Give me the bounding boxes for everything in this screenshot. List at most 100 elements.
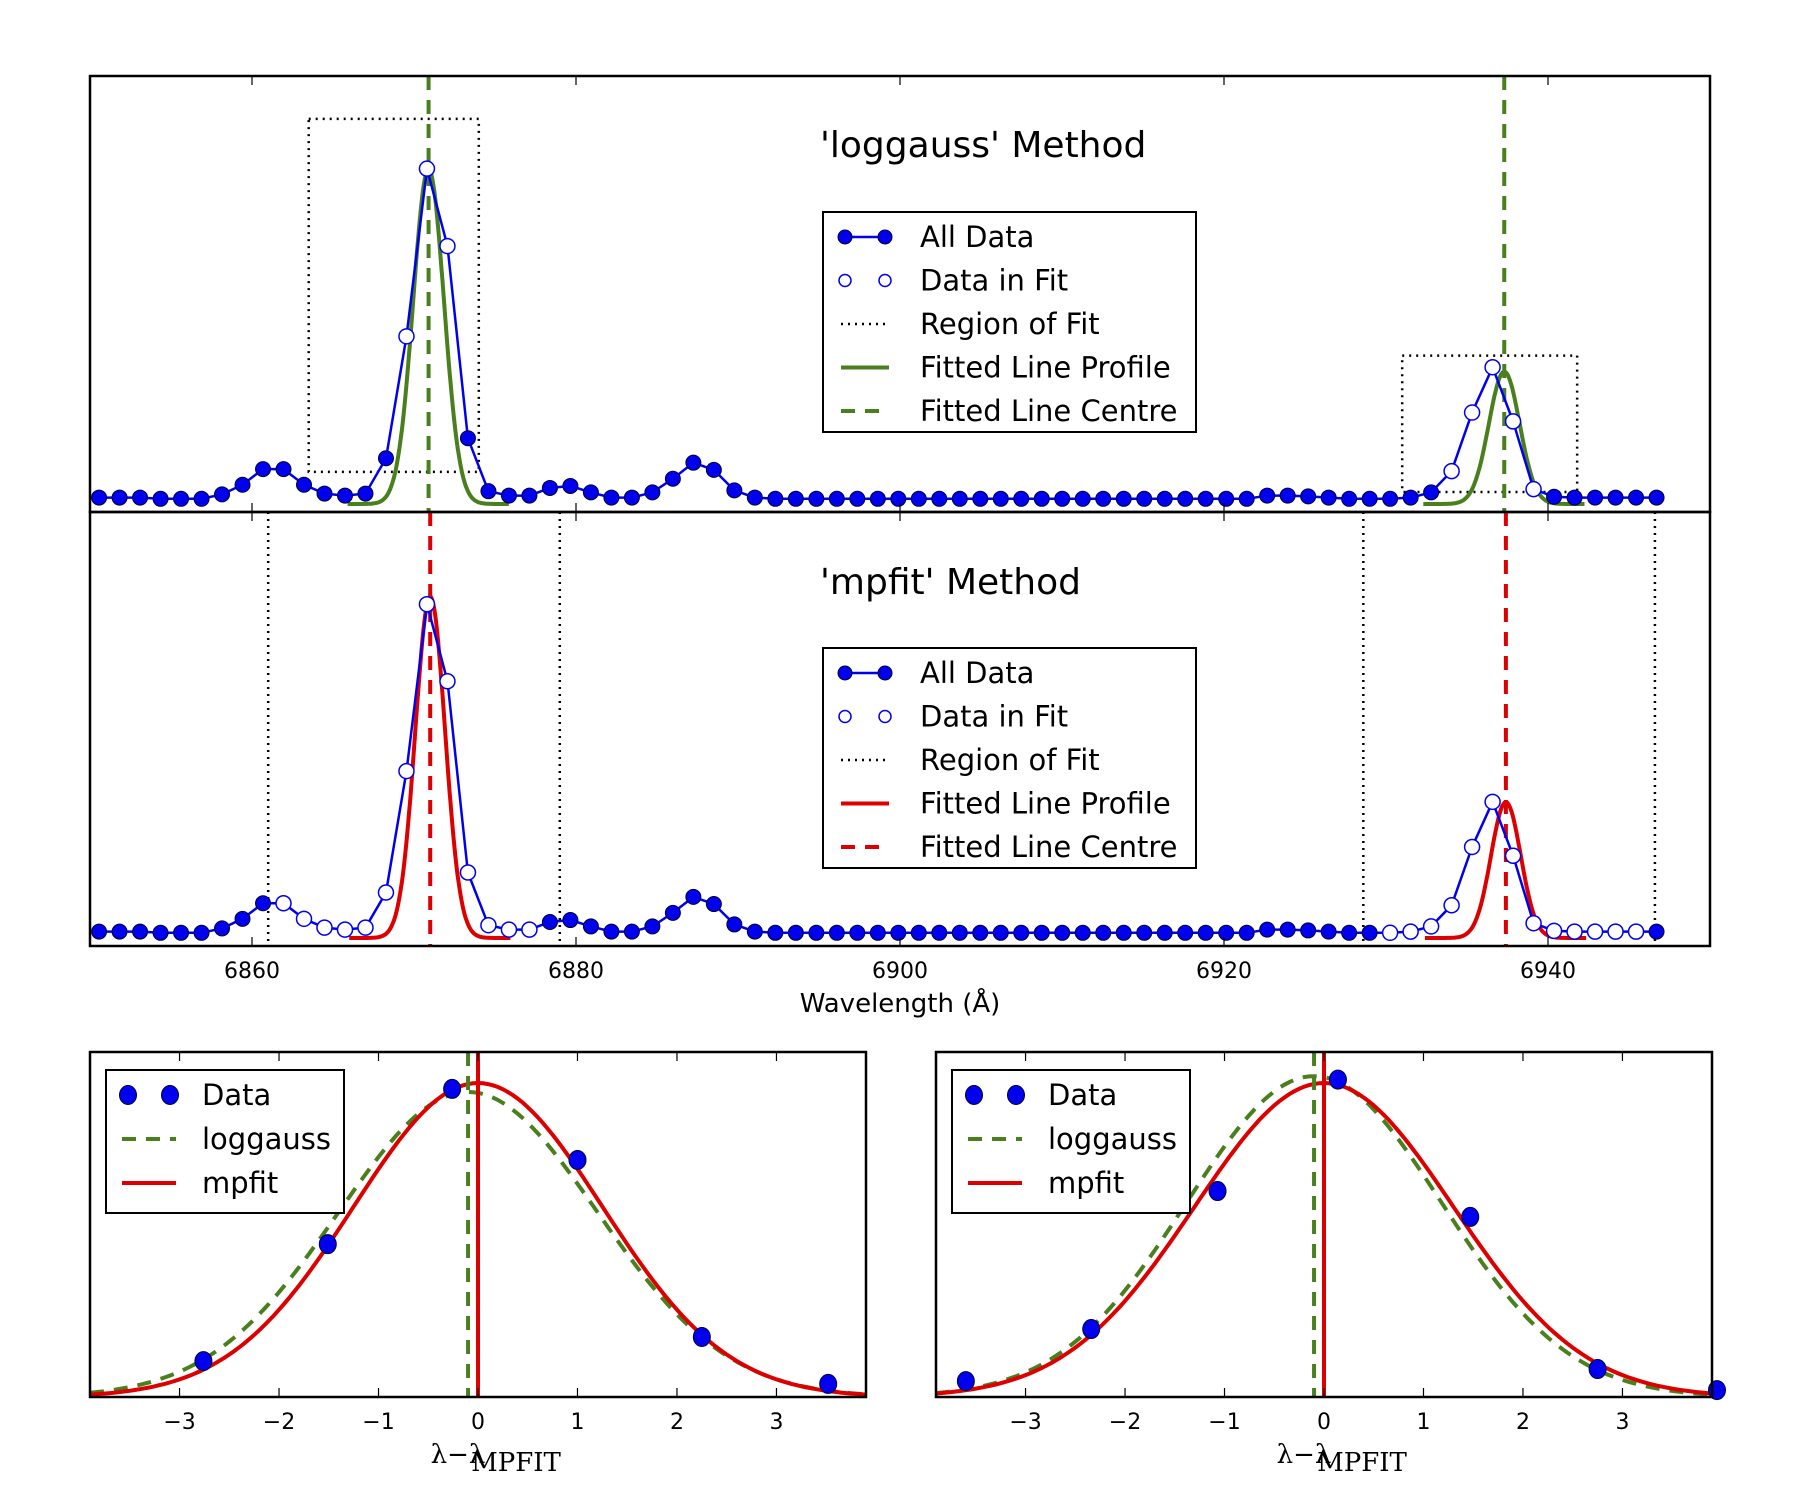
data-point	[1300, 922, 1317, 939]
fitted-line-profile	[349, 594, 511, 940]
data-in-fit-point	[398, 762, 415, 780]
data-point	[1013, 924, 1030, 941]
x-tick-label: 0	[1317, 1410, 1331, 1435]
x-tick-label: 6940	[1520, 959, 1576, 984]
data-in-fit-point	[1463, 404, 1481, 421]
data-point	[685, 454, 702, 471]
data-point	[1461, 1206, 1480, 1227]
data-point	[500, 487, 517, 504]
data-point	[1115, 490, 1132, 507]
data-point	[480, 483, 497, 500]
data-point	[521, 487, 538, 504]
x-tick-label: −3	[1009, 1410, 1041, 1435]
data-point	[1588, 1359, 1607, 1380]
x-tick-label: 2	[670, 1410, 684, 1435]
data-point	[234, 476, 251, 493]
data-point	[1546, 488, 1563, 505]
data-point	[1259, 921, 1276, 938]
data-point	[819, 1373, 838, 1394]
legend-label: All Data	[920, 220, 1034, 254]
data-point	[972, 924, 989, 941]
data-point	[1156, 924, 1173, 941]
data-in-fit-point	[1463, 838, 1481, 856]
data-point	[275, 461, 292, 478]
legend-label: Region of Fit	[920, 307, 1100, 341]
legend-label: loggauss	[1048, 1122, 1177, 1156]
data-point	[357, 485, 374, 502]
data-point	[1177, 924, 1194, 941]
data-in-fit-point	[1607, 923, 1624, 940]
legend-data-marker	[119, 1085, 137, 1105]
data-point	[705, 461, 722, 478]
x-tick-label: −1	[1208, 1410, 1240, 1435]
data-point	[562, 477, 579, 494]
legend-box	[951, 1069, 1191, 1214]
legend: All Data Data in Fit Region of Fit Fitted L…	[822, 211, 1197, 433]
legend-label: Fitted Line Profile	[920, 787, 1171, 821]
data-point	[972, 490, 989, 507]
data-point	[1648, 923, 1665, 940]
legend-label: mpfit	[202, 1166, 278, 1200]
data-point	[152, 924, 169, 941]
x-tick-label: 3	[769, 1410, 783, 1435]
legend-data-in-fit-marker	[878, 709, 892, 724]
data-in-fit-point	[1484, 358, 1501, 376]
legend-box	[822, 647, 1197, 869]
data-point	[132, 923, 149, 940]
fitted-line-profile	[1424, 800, 1587, 940]
data-in-fit-point	[1504, 847, 1522, 864]
data-point	[910, 490, 927, 507]
data-point	[91, 923, 108, 940]
data-point	[746, 489, 763, 506]
data-point	[1095, 924, 1112, 941]
data-in-fit-point	[1525, 480, 1542, 498]
data-point	[992, 490, 1009, 507]
data-point	[726, 482, 743, 499]
data-point	[787, 924, 804, 941]
data-point	[152, 490, 169, 507]
data-point	[562, 912, 579, 929]
data-point	[1074, 490, 1091, 507]
data-point	[1218, 924, 1235, 941]
data-point	[193, 924, 210, 941]
data-point	[956, 1371, 975, 1392]
data-point	[1279, 921, 1296, 938]
legend-data-in-fit-marker	[878, 273, 892, 288]
data-point	[1013, 490, 1030, 507]
data-in-fit-point	[336, 921, 354, 938]
legend-data-in-fit-marker	[838, 709, 852, 724]
data-point	[808, 924, 825, 941]
panel-mpfit: 6860 6880 6900 6920 6940 All Data Data in Fit R…	[88, 510, 1712, 984]
data-point	[1341, 490, 1358, 507]
legend: Data loggauss mpfit	[951, 1069, 1191, 1214]
data-point	[705, 896, 722, 913]
data-point	[1218, 490, 1235, 507]
data-point	[1402, 489, 1419, 506]
legend-data-in-fit-marker	[838, 273, 852, 288]
data-point	[316, 485, 333, 502]
data-point	[1054, 924, 1071, 941]
data-point	[1259, 487, 1276, 504]
data-point	[951, 490, 968, 507]
data-point	[931, 924, 948, 941]
legend-data-marker	[161, 1085, 179, 1105]
legend: All Data Data in Fit Region of Fit Fitted L…	[822, 647, 1197, 869]
x-tick-label: 2	[1516, 1410, 1530, 1435]
legend-label: All Data	[920, 656, 1034, 690]
mid-panel-title: 'mpfit' Method	[820, 562, 1081, 603]
legend-data-marker	[965, 1085, 983, 1105]
data-point	[1136, 924, 1153, 941]
data-point	[541, 479, 558, 496]
data-point	[1177, 490, 1194, 507]
data-point	[1033, 924, 1050, 941]
data-in-fit-point	[500, 921, 518, 938]
data-point	[1136, 490, 1153, 507]
data-point	[808, 490, 825, 507]
data-point	[1208, 1181, 1227, 1202]
data-point	[459, 430, 476, 447]
data-point	[767, 924, 784, 941]
x-tick-label: −3	[163, 1410, 195, 1435]
data-in-fit-point	[1422, 918, 1440, 935]
